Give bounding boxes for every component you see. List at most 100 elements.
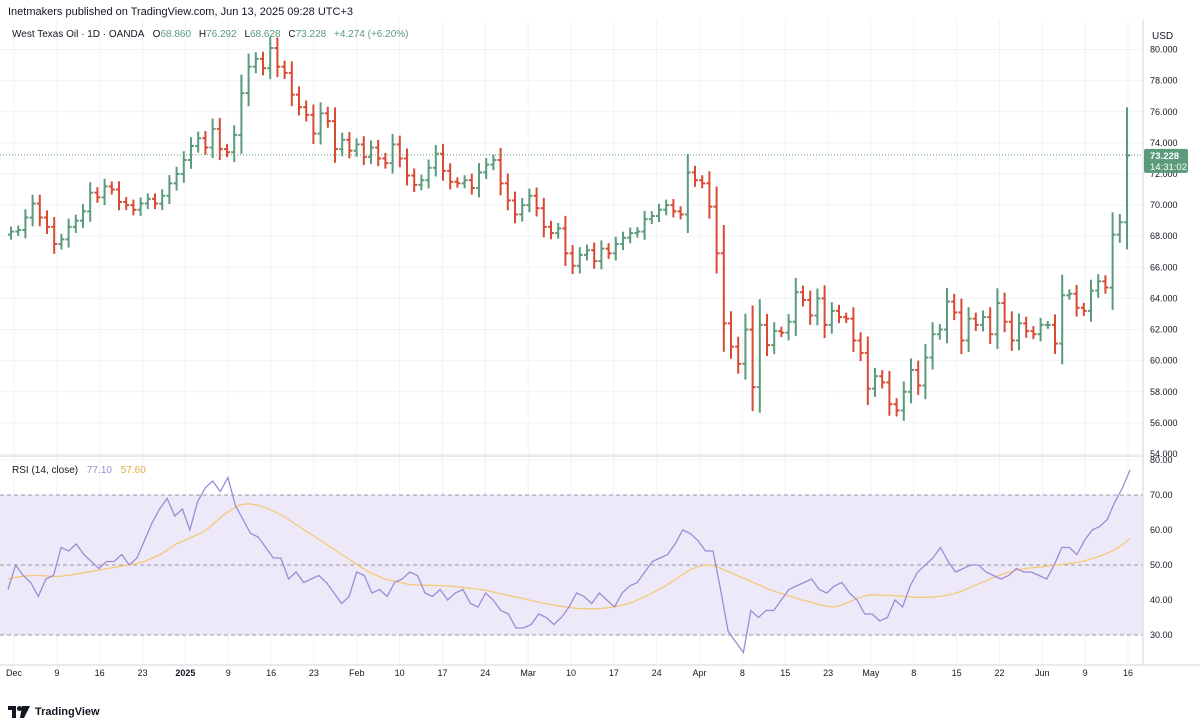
x-tick-label: 23 [823,668,833,678]
ohlc-bar [828,302,835,334]
x-tick-label: May [862,668,880,678]
ohlc-bar [8,226,14,240]
close-value: 73.228 [296,29,327,40]
ohlc-bar [1001,292,1008,333]
ohlc-bar [872,367,878,397]
symbol-name: West Texas Oil · 1D · OANDA [12,29,145,40]
rsi-line [7,469,1131,655]
ohlc-bar [224,144,230,158]
last-price-value: 73.228 [1150,151,1179,162]
x-tick-label: Dec [6,668,23,678]
ohlc-bar [850,307,857,352]
x-tick-label: 16 [1123,668,1133,678]
ohlc-bar [360,136,367,166]
ohlc-bar [144,193,151,210]
ohlc-bar [188,137,194,169]
ohlc-bar [123,197,130,211]
ohlc-bar [576,247,583,274]
low-value: 68.628 [250,29,281,40]
ohlc-bar [231,125,238,163]
ohlc-bar [180,151,187,183]
ohlc-bar [108,181,115,195]
ohlc-bar [396,135,403,168]
rsi-levels [0,494,1143,636]
ohlc-bar [209,118,216,158]
x-tick-label: 23 [138,668,148,678]
ohlc-bar [1066,289,1073,300]
ohlc-bar [1116,213,1123,243]
x-tick-label: Mar [520,668,536,678]
price-tick-label: 60.000 [1150,356,1178,366]
ohlc-bar [684,153,691,234]
ohlc-bar [432,144,439,177]
ohlc-bar [317,102,324,145]
ohlc-bar [1008,311,1015,351]
x-tick-label: 17 [437,668,447,678]
ohlc-bar [94,187,101,203]
ohlc-bar [504,173,511,211]
ohlc-bar [792,277,799,337]
ohlc-bar [548,220,554,240]
ohlc-bar [742,313,749,380]
ohlc-bar [72,214,79,233]
ohlc-bar [656,203,662,223]
rsi-tick-label: 80.00 [1150,455,1173,465]
x-tick-label: Apr [693,668,707,678]
ohlc-bar [389,134,396,174]
ohlc-bar [749,305,756,412]
ohlc-bar [886,370,893,416]
price-bars[interactable] [8,37,1130,421]
x-tick-label: 8 [911,668,916,678]
ohlc-bar [965,307,972,352]
ohlc-bar [1095,274,1102,298]
ohlc-bar [814,288,821,326]
ohlc-bar [288,61,295,107]
rsi-tick-label: 60.00 [1150,525,1173,535]
ohlc-bar [353,138,360,157]
ohlc-bar [65,218,72,248]
ohlc-bar [22,209,29,239]
ohlc-bar [468,173,475,195]
rsi-title: RSI (14, close) [12,465,78,476]
x-tick-label: 24 [652,668,662,678]
open-label: O [153,29,161,40]
ohlc-bar [29,194,36,227]
ohlc-bar [915,360,922,395]
ohlc-bar [584,244,590,261]
ohlc-bar [641,210,648,240]
ohlc-bar [173,166,180,191]
ohlc-bar [497,147,504,196]
price-tick-label: 78.000 [1150,76,1178,86]
ohlc-bar [418,174,425,191]
ohlc-bar [159,189,166,211]
price-legend: West Texas Oil · 1D · OANDA O68.860 H76.… [12,29,408,40]
x-tick-label: 10 [395,668,405,678]
chart-svg[interactable]: 54.000 56.000 58.000 60.000 62.000 64.000 66.0… [0,20,1200,682]
ohlc-bar [972,312,979,331]
ohlc-bar [670,199,677,218]
ohlc-bar [202,131,209,155]
ohlc-bar [260,51,266,76]
footer-brand: TradingView [35,706,100,718]
x-tick-label: 22 [994,668,1004,678]
ohlc-bar [310,104,317,144]
ohlc-bar [252,52,259,74]
ohlc-bar [980,310,986,332]
rsi-tick-label: 70.00 [1150,490,1173,500]
ohlc-bar [411,168,418,193]
ohlc-bar [274,37,281,78]
ohlc-bar [137,197,144,216]
ohlc-bar [1016,313,1022,351]
ohlc-bar [677,206,684,220]
ohlc-bar [1030,326,1037,340]
ohlc-bar [152,193,158,210]
ohlc-bar [80,204,86,228]
ohlc-bar [267,37,274,80]
ohlc-bar [245,53,252,107]
change-value: +4.274 (+6.20%) [334,29,409,40]
ohlc-bar [483,158,490,180]
rsi-legend: RSI (14, close) 77.10 57.60 [12,465,146,476]
ohlc-bar [771,322,778,354]
ohlc-bar [555,222,562,239]
price-tick-label: 80.000 [1150,45,1178,55]
